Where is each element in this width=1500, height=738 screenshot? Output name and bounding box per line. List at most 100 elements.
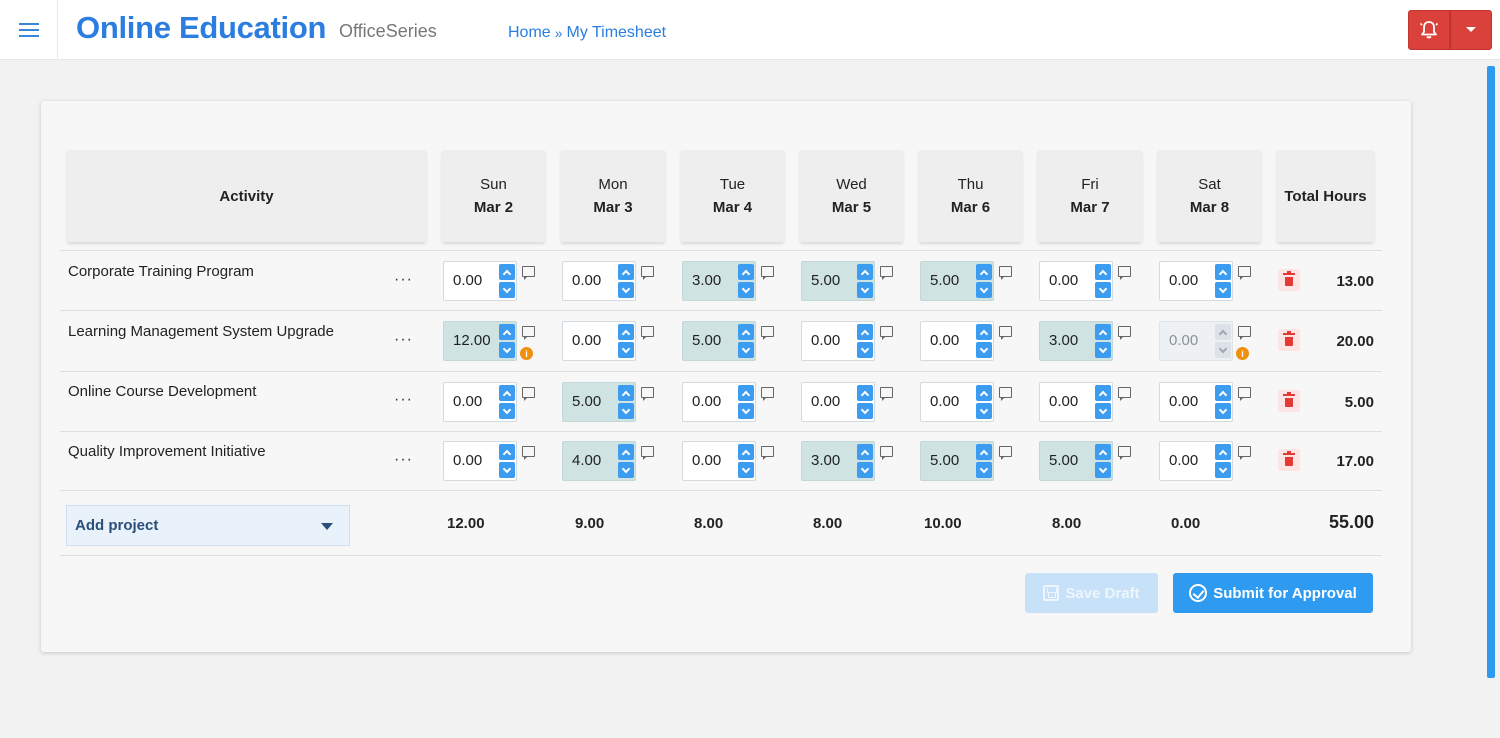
add-project-dropdown[interactable]: Add project	[66, 505, 350, 546]
chevron-up-icon[interactable]	[976, 385, 992, 401]
hours-value[interactable]: 0.00	[453, 272, 483, 289]
chevron-down-icon[interactable]	[618, 462, 634, 478]
hours-value[interactable]: 0.00	[453, 452, 483, 469]
chevron-down-icon[interactable]	[1095, 282, 1111, 298]
chevron-down-icon[interactable]	[618, 282, 634, 298]
hours-value[interactable]: 4.00	[572, 452, 602, 469]
hours-input-thu[interactable]: 5.00	[920, 441, 994, 481]
comment-icon[interactable]	[1118, 266, 1131, 280]
hours-input-sat[interactable]: 0.00	[1159, 382, 1233, 422]
comment-icon[interactable]	[761, 266, 774, 280]
chevron-up-icon[interactable]	[618, 385, 634, 401]
trash-icon[interactable]	[1278, 390, 1300, 412]
hours-value[interactable]: 5.00	[1049, 452, 1079, 469]
notifications-button[interactable]	[1408, 10, 1450, 50]
hours-value[interactable]: 0.00	[692, 393, 722, 410]
chevron-up-icon[interactable]	[976, 324, 992, 340]
chevron-up-icon[interactable]	[738, 444, 754, 460]
comment-icon[interactable]	[880, 446, 893, 460]
comment-icon[interactable]	[522, 326, 535, 340]
comment-icon[interactable]	[641, 387, 654, 401]
chevron-down-icon[interactable]	[738, 462, 754, 478]
comment-icon[interactable]	[761, 387, 774, 401]
page-scrollbar[interactable]	[1487, 66, 1495, 678]
chevron-down-icon[interactable]	[857, 342, 873, 358]
hours-value[interactable]: 5.00	[811, 272, 841, 289]
chevron-down-icon[interactable]	[976, 403, 992, 419]
comment-icon[interactable]	[522, 266, 535, 280]
submit-for-approval-button[interactable]: Submit for Approval	[1173, 573, 1373, 613]
chevron-down-icon[interactable]	[618, 403, 634, 419]
row-more-menu[interactable]: ···	[394, 331, 413, 348]
hours-input-thu[interactable]: 5.00	[920, 261, 994, 301]
comment-icon[interactable]	[1118, 387, 1131, 401]
hours-input-sat[interactable]: 0.00	[1159, 441, 1233, 481]
chevron-up-icon[interactable]	[499, 264, 515, 280]
hours-input-tue[interactable]: 0.00	[682, 382, 756, 422]
chevron-up-icon[interactable]	[1095, 444, 1111, 460]
hours-value[interactable]: 5.00	[572, 393, 602, 410]
chevron-up-icon[interactable]	[1215, 444, 1231, 460]
hours-input-thu[interactable]: 0.00	[920, 382, 994, 422]
comment-icon[interactable]	[641, 266, 654, 280]
hours-value[interactable]: 0.00	[1169, 272, 1199, 289]
comment-icon[interactable]	[641, 326, 654, 340]
chevron-down-icon[interactable]	[857, 403, 873, 419]
chevron-down-icon[interactable]	[1215, 282, 1231, 298]
chevron-up-icon[interactable]	[499, 444, 515, 460]
chevron-up-icon[interactable]	[738, 264, 754, 280]
chevron-down-icon[interactable]	[1215, 403, 1231, 419]
hours-value[interactable]: 12.00	[453, 332, 491, 349]
chevron-up-icon[interactable]	[1215, 385, 1231, 401]
comment-icon[interactable]	[522, 387, 535, 401]
trash-icon[interactable]	[1278, 449, 1300, 471]
hours-value[interactable]: 0.00	[572, 332, 602, 349]
hours-input-fri[interactable]: 5.00	[1039, 441, 1113, 481]
hours-input-sun[interactable]: 0.00	[443, 382, 517, 422]
comment-icon[interactable]	[999, 266, 1012, 280]
hours-input-tue[interactable]: 0.00	[682, 441, 756, 481]
hours-input-fri[interactable]: 0.00	[1039, 382, 1113, 422]
hours-input-mon[interactable]: 0.00	[562, 321, 636, 361]
notifications-dropdown-button[interactable]	[1450, 10, 1492, 50]
hours-value[interactable]: 3.00	[692, 272, 722, 289]
menu-icon[interactable]	[0, 0, 58, 60]
comment-icon[interactable]	[1238, 266, 1251, 280]
hours-value[interactable]: 0.00	[811, 332, 841, 349]
hours-input-sat[interactable]: 0.00	[1159, 261, 1233, 301]
row-more-menu[interactable]: ···	[394, 271, 413, 288]
chevron-down-icon[interactable]	[499, 403, 515, 419]
chevron-down-icon[interactable]	[1095, 403, 1111, 419]
hours-value[interactable]: 0.00	[930, 332, 960, 349]
chevron-down-icon[interactable]	[618, 342, 634, 358]
comment-icon[interactable]	[641, 446, 654, 460]
comment-icon[interactable]	[1118, 446, 1131, 460]
trash-icon[interactable]	[1278, 269, 1300, 291]
chevron-down-icon[interactable]	[738, 403, 754, 419]
breadcrumb-home[interactable]: Home	[508, 24, 551, 41]
hours-input-mon[interactable]: 5.00	[562, 382, 636, 422]
hours-value[interactable]: 3.00	[1049, 332, 1079, 349]
hours-input-tue[interactable]: 3.00	[682, 261, 756, 301]
hours-value[interactable]: 0.00	[1169, 452, 1199, 469]
chevron-up-icon[interactable]	[976, 264, 992, 280]
hours-input-sun[interactable]: 12.00	[443, 321, 517, 361]
comment-icon[interactable]	[761, 446, 774, 460]
hours-value[interactable]: 0.00	[1049, 393, 1079, 410]
chevron-down-icon[interactable]	[1215, 462, 1231, 478]
chevron-up-icon[interactable]	[618, 264, 634, 280]
hours-value[interactable]: 0.00	[692, 452, 722, 469]
chevron-down-icon[interactable]	[499, 462, 515, 478]
comment-icon[interactable]	[880, 326, 893, 340]
hours-input-mon[interactable]: 4.00	[562, 441, 636, 481]
hours-value[interactable]: 0.00	[572, 272, 602, 289]
chevron-down-icon[interactable]	[857, 462, 873, 478]
chevron-up-icon[interactable]	[1095, 324, 1111, 340]
row-more-menu[interactable]: ···	[394, 391, 413, 408]
hours-value[interactable]: 5.00	[692, 332, 722, 349]
comment-icon[interactable]	[999, 326, 1012, 340]
hours-input-fri[interactable]: 0.00	[1039, 261, 1113, 301]
chevron-up-icon[interactable]	[499, 385, 515, 401]
comment-icon[interactable]	[1238, 446, 1251, 460]
comment-icon[interactable]	[1118, 326, 1131, 340]
